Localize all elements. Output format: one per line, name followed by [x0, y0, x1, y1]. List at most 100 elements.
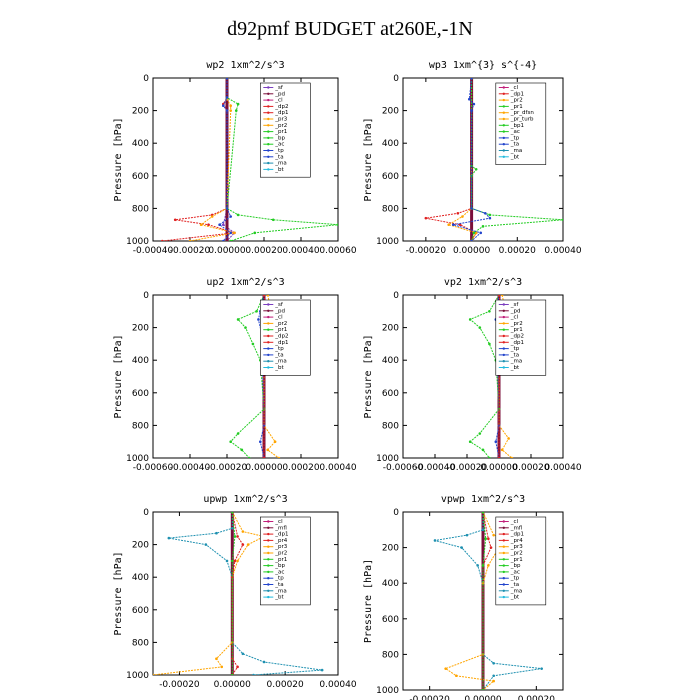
data-point [470, 109, 473, 112]
data-point [241, 530, 245, 533]
legend-marker [502, 520, 505, 523]
legend-entry: _pr1 [274, 557, 287, 563]
data-point [494, 440, 498, 444]
y-tick-label: 800 [132, 204, 149, 214]
legend-marker [502, 303, 505, 306]
data-point [233, 231, 236, 235]
panel-title: wp3 1xm^{3} s^{-4} [429, 60, 537, 71]
series-line-ma [434, 512, 542, 690]
legend-entry: _pr2 [274, 123, 287, 129]
panel-5: upwp 1xm^2/s^3 Pressure [hPa] 0 200 400 600 80… [113, 494, 357, 690]
legend-marker [267, 551, 270, 555]
data-point [236, 318, 240, 321]
legend-entry: _ta [274, 582, 283, 588]
series-line-pr1 [482, 512, 487, 690]
legend-entry: _cl [274, 98, 283, 104]
legend-marker [502, 539, 505, 542]
data-point [229, 440, 232, 444]
data-point [461, 215, 464, 218]
data-point [229, 215, 232, 218]
data-point [247, 456, 251, 458]
legend-marker [267, 347, 270, 350]
data-point [218, 223, 221, 226]
legend-entry: _cl [510, 315, 519, 321]
x-tick-label: 0.00020 [499, 246, 536, 256]
y-tick-label: 1000 [376, 686, 399, 696]
data-point [468, 440, 472, 444]
data-point [500, 295, 504, 297]
legend-marker [502, 353, 505, 357]
data-point [225, 239, 229, 241]
legend-entry: _ta [510, 142, 519, 148]
legend-marker [267, 322, 270, 325]
x-tick-label: -0.00020 [159, 680, 200, 690]
legend-marker [267, 526, 270, 529]
legend-entry: _cl [274, 315, 283, 321]
data-point [225, 207, 229, 210]
legend-marker [267, 98, 270, 102]
legend-entry: _pr2 [274, 551, 287, 557]
x-tick-label: -0.00040 [415, 463, 456, 473]
legend-entry: _tp [510, 346, 520, 352]
legend-entry: _bt [274, 595, 284, 601]
y-axis-label: Pressure [hPa] [113, 117, 124, 201]
y-axis-label: Pressure [hPa] [113, 334, 124, 418]
legend-marker [267, 334, 270, 338]
data-point [253, 231, 257, 235]
data-point [481, 528, 485, 532]
panel-title: upwp 1xm^2/s^3 [203, 494, 287, 505]
legend-marker [267, 595, 270, 599]
data-point [488, 310, 491, 313]
data-point [244, 326, 247, 329]
legend-marker [502, 155, 505, 158]
data-point [433, 539, 437, 542]
legend-entry: _pr2 [510, 321, 523, 327]
series-line-pr1 [226, 78, 338, 241]
legend-entry: _dp1 [510, 91, 524, 97]
legend-marker [267, 161, 270, 165]
legend-marker [267, 105, 270, 108]
data-point [273, 440, 277, 444]
x-tick-label: 0.00000 [480, 463, 517, 473]
data-point [492, 679, 495, 683]
data-point [262, 456, 266, 458]
y-axis-label: Pressure [hPa] [363, 334, 374, 418]
data-point [236, 213, 240, 217]
legend-entry: _ac [274, 569, 284, 575]
x-tick-label: 0.00040 [544, 463, 581, 473]
legend-box [259, 82, 311, 178]
y-tick-label: 1000 [376, 454, 399, 464]
y-tick-label: 200 [132, 541, 149, 551]
data-point [259, 440, 262, 444]
data-point [225, 78, 229, 80]
data-point [460, 546, 463, 549]
plot-frame [152, 77, 339, 242]
data-point [262, 295, 266, 297]
legend-entry: _pr3 [274, 117, 288, 123]
data-point [481, 225, 485, 228]
y-tick-label: 0 [143, 291, 149, 301]
data-point [199, 223, 203, 226]
legend-entry: _tp [510, 135, 520, 141]
plot-frame [402, 77, 564, 242]
legend-marker [502, 136, 505, 140]
x-tick-label: 0.00000 [245, 463, 282, 473]
data-point [479, 231, 483, 235]
y-tick-label: 200 [382, 324, 399, 334]
legend-entry: _tp [274, 148, 284, 154]
data-point [277, 456, 281, 458]
legend-entry: _pr1 [510, 557, 523, 563]
data-point [173, 218, 177, 222]
data-point [540, 667, 543, 670]
y-tick-label: 800 [382, 204, 399, 214]
legend-entry: _pd [510, 308, 521, 314]
legend-entry: _ma [274, 161, 286, 167]
legend-entry: _ta [510, 352, 519, 358]
data-point [455, 674, 458, 678]
legend-entry: _pr3 [274, 544, 288, 550]
data-point [507, 437, 510, 440]
data-point [262, 424, 266, 427]
data-point [488, 213, 492, 217]
y-tick-label: 600 [132, 606, 149, 616]
data-point [456, 211, 460, 215]
